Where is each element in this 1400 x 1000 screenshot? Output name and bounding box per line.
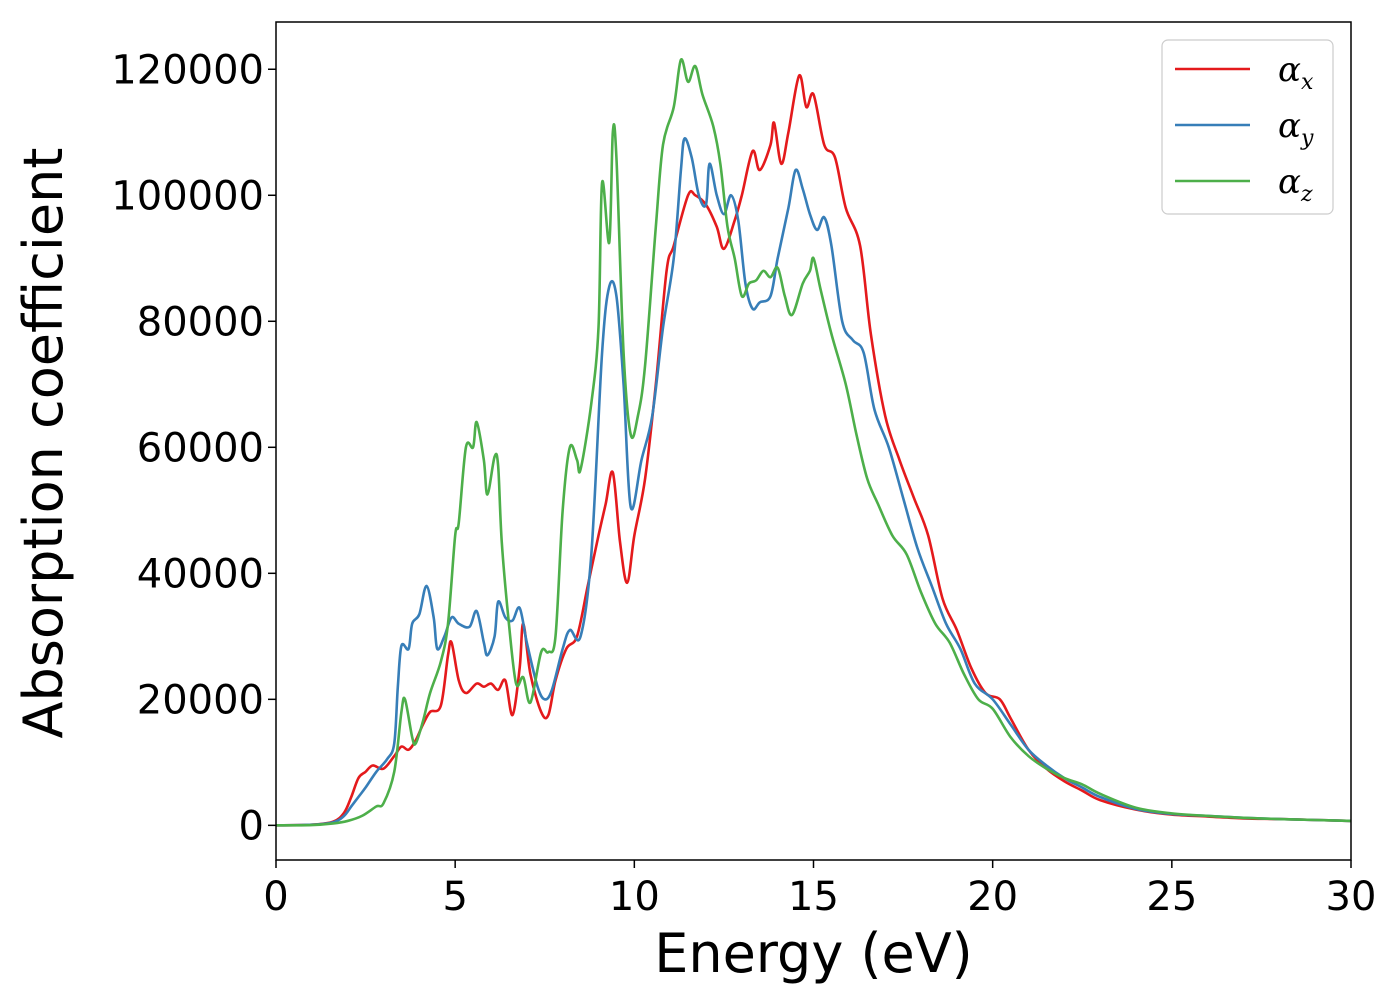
x-tick-label: 10 [609, 874, 660, 920]
x-tick-label: 20 [967, 874, 1018, 920]
y-axis-ticks: 0 20000 40000 60000 80000 100000 120000 [111, 47, 276, 849]
y-tick-label: 40000 [137, 551, 264, 597]
legend-label-z: αz [1278, 162, 1313, 207]
y-axis-label: Absorption coefficient [12, 148, 75, 739]
y-tick-label: 120000 [111, 47, 264, 93]
legend-subscript-z: z [1300, 182, 1313, 207]
x-tick-label: 15 [788, 874, 839, 920]
x-axis-ticks: 0 5 10 15 20 25 30 [263, 860, 1376, 920]
legend-subscript-x: x [1301, 70, 1314, 95]
x-tick-label: 30 [1326, 874, 1377, 920]
y-tick-label: 0 [239, 803, 264, 849]
y-tick-label: 100000 [111, 173, 264, 219]
x-tick-label: 25 [1146, 874, 1197, 920]
x-axis-label: Energy (eV) [654, 922, 973, 985]
series-line-x [275, 74, 1352, 827]
y-tick-label: 20000 [137, 677, 264, 723]
x-tick-label: 5 [442, 874, 467, 920]
x-tick-label: 0 [263, 874, 288, 920]
y-tick-label: 60000 [137, 425, 264, 471]
y-tick-label: 80000 [137, 299, 264, 345]
legend-box [1161, 39, 1334, 215]
series-line-y [275, 137, 1352, 827]
series-lines [275, 58, 1352, 827]
legend-subscript-y: y [1300, 126, 1314, 151]
series-line-z [275, 58, 1352, 827]
